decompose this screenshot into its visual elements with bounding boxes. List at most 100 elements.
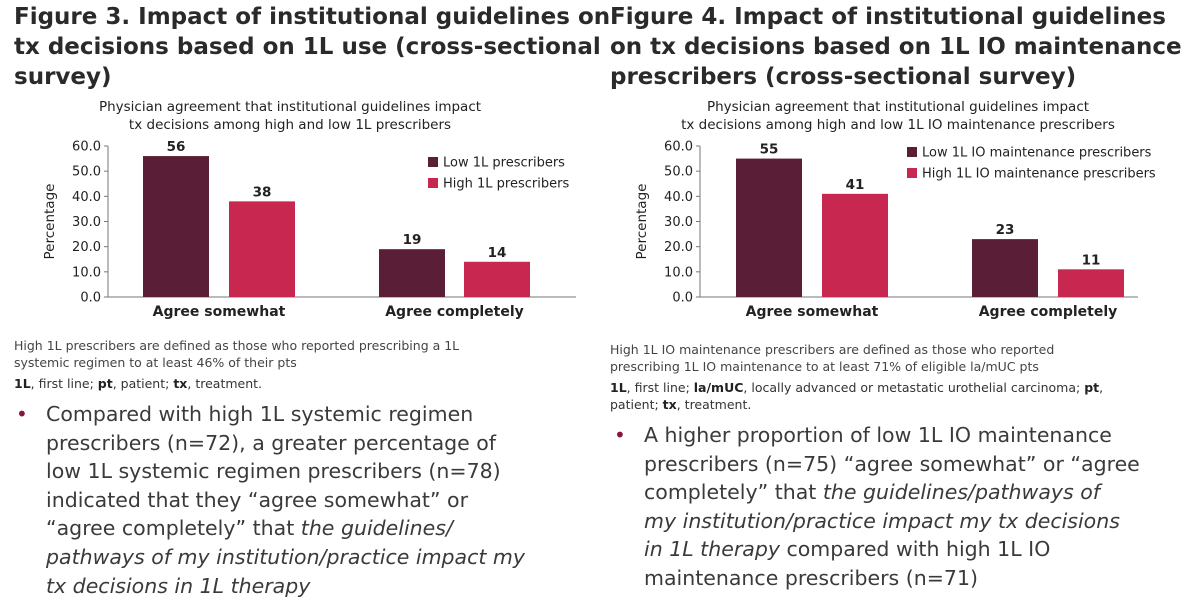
y-tick-label: 30.0	[72, 215, 101, 230]
y-tick-label: 50.0	[664, 165, 693, 180]
data-label: 38	[253, 184, 272, 200]
abbr-term: 1L	[610, 380, 627, 395]
bullet-text: A higher proportion of low 1L IO mainten…	[644, 421, 1140, 593]
figure-4-abbreviations: 1L, first line; la/mUC, locally advanced…	[610, 379, 1103, 413]
legend-label: High 1L prescribers	[443, 177, 569, 192]
bar	[379, 249, 445, 297]
figure-3-title-line: survey)	[14, 64, 112, 90]
abbr-def: , locally advanced or metastatic urothel…	[743, 380, 1085, 395]
y-tick-label: 40.0	[72, 190, 101, 205]
footnote-line: systemic regimen to at least 46% of thei…	[14, 355, 297, 370]
y-axis-label: Percentage	[42, 184, 58, 260]
footnote-line: High 1L prescribers are defined as those…	[14, 338, 460, 353]
category-label: Agree completely	[385, 304, 524, 320]
category-label: Agree somewhat	[746, 304, 879, 320]
y-tick-label: 10.0	[664, 265, 693, 280]
y-tick-label: 30.0	[664, 215, 693, 230]
abbr-def: , treatment.	[187, 376, 263, 391]
y-tick-label: 60.0	[72, 140, 101, 155]
bullet-run: prescribers (n=75) “agree somewhat” or “…	[644, 451, 1140, 476]
category-label: Agree somewhat	[153, 304, 286, 320]
figure-3-title-line: tx decisions based on 1L use (cross-sect…	[14, 34, 601, 60]
abbr-term: pt	[1084, 380, 1100, 395]
chart-1-title-line: Physician agreement that institutional g…	[98, 99, 482, 115]
footnote-line: High 1L IO maintenance prescribers are d…	[610, 342, 1055, 357]
figure-3-title: Figure 3. Impact of institutional guidel…	[14, 2, 611, 92]
y-tick-label: 10.0	[72, 265, 101, 280]
abbr-term: tx	[662, 397, 677, 412]
bar	[736, 158, 802, 297]
category-label: Agree completely	[979, 304, 1118, 320]
bullet-italic-run: in 1L therapy	[644, 537, 780, 562]
data-label: 41	[846, 177, 865, 193]
figure-4-bullet: • A higher proportion of low 1L IO maint…	[614, 421, 1194, 601]
bullet-line: completely” that the guidelines/pathways…	[644, 478, 1140, 507]
y-tick-label: 60.0	[664, 140, 693, 155]
legend-swatch	[907, 168, 917, 178]
bullet-italic-run: pathways of my institution/practice impa…	[46, 544, 526, 569]
data-label: 55	[760, 142, 779, 158]
data-label: 19	[403, 232, 422, 248]
legend-label: Low 1L prescribers	[443, 156, 565, 171]
y-tick-label: 20.0	[664, 240, 693, 255]
bullet-italic-run: the guidelines/	[300, 516, 453, 541]
figure-3-bullet: • Compared with high 1L systemic regimen…	[16, 400, 596, 605]
bullet-italic-run: my institution/practice impact my tx dec…	[644, 508, 1120, 533]
figure-3-title-line: Figure 3. Impact of institutional guidel…	[14, 4, 611, 30]
bullet-run: compared with high 1L IO	[779, 537, 1051, 562]
bullet-line: indicated that they “agree somewhat” or	[46, 486, 525, 515]
bar	[822, 193, 888, 297]
data-label: 14	[488, 245, 507, 261]
bar	[972, 239, 1038, 297]
bullet-line: pathways of my institution/practice impa…	[46, 543, 525, 572]
abbr-line: 1L, first line; la/mUC, locally advanced…	[610, 379, 1103, 396]
chart-2: 0.0 10.0 20.0 30.0 40.0 50.0 60.0 Percentage 55 4…	[634, 140, 1156, 321]
abbr-def: , first line;	[30, 376, 98, 391]
y-tick-label: 40.0	[664, 190, 693, 205]
chart-1-title-line: tx decisions among high and low 1L presc…	[128, 117, 452, 133]
legend-swatch	[428, 157, 438, 167]
figure-3-panel: Figure 3. Impact of institutional guidel…	[14, 2, 611, 605]
bullet-run: indicated that they “agree somewhat” or	[46, 487, 469, 512]
figure-4-panel: Figure 4. Impact of institutional guidel…	[598, 0, 1200, 609]
bullet-line: in 1L therapy compared with high 1L IO	[644, 535, 1140, 564]
abbr-term: 1L	[14, 376, 31, 391]
abbr-def: , treatment.	[676, 397, 752, 412]
footnote-line: prescribing 1L IO maintenance to at leas…	[610, 359, 1039, 374]
bullet-line: maintenance prescribers (n=71)	[644, 564, 1140, 593]
abbr-def: , patient;	[112, 376, 174, 391]
data-label: 56	[167, 139, 186, 155]
bullet-line: prescribers (n=75) “agree somewhat” or “…	[644, 450, 1140, 479]
chart-1: 0.0 10.0 20.0 30.0 40.0 50.0 60.0 Percentage 56 3…	[42, 139, 576, 320]
bullet-icon: •	[16, 402, 28, 426]
bullet-run: “agree completely” that	[46, 516, 301, 541]
abbr-term: la/mUC	[693, 380, 744, 395]
bullet-icon: •	[614, 423, 626, 447]
figure-3-footnote: High 1L prescribers are defined as those…	[14, 337, 459, 371]
abbr-def: ,	[1099, 380, 1104, 395]
bar	[464, 261, 530, 297]
abbr-def: patient;	[610, 397, 663, 412]
bar	[1058, 269, 1124, 297]
abbr-term: tx	[173, 376, 188, 391]
bullet-run: Compared with high 1L systemic regimen	[46, 402, 474, 426]
y-tick-label: 0.0	[672, 291, 693, 306]
bullet-line: low 1L systemic regimen prescribers (n=7…	[46, 457, 525, 486]
bullet-run: maintenance prescribers (n=71)	[644, 565, 978, 590]
data-label: 11	[1082, 252, 1101, 268]
y-tick-label: 20.0	[72, 240, 101, 255]
chart-2-title: Physician agreement that institutional g…	[628, 98, 1168, 134]
figure-3-abbreviations: 1L, first line; pt, patient; tx, treatme…	[14, 375, 262, 392]
figure-4-footnote: High 1L IO maintenance prescribers are d…	[610, 341, 1054, 375]
bullet-run: A higher proportion of low 1L IO mainten…	[644, 423, 1112, 447]
chart-2-title-line: tx decisions among high and low 1L IO ma…	[681, 117, 1115, 133]
abbr-term: pt	[97, 376, 113, 391]
figure-4-title-line: Figure 4. Impact of institutional guidel…	[610, 4, 1166, 30]
bullet-italic-run: the guidelines/pathways of	[822, 480, 1100, 505]
bullet-run: low 1L systemic regimen prescribers (n=7…	[46, 459, 501, 484]
y-tick-label: 0.0	[80, 291, 101, 306]
figure-4-title-line: on tx decisions based on 1L IO maintenan…	[610, 34, 1182, 60]
y-tick-label: 50.0	[72, 165, 101, 180]
chart-1-title: Physician agreement that institutional g…	[60, 98, 520, 134]
abbr-def: , first line;	[626, 380, 694, 395]
